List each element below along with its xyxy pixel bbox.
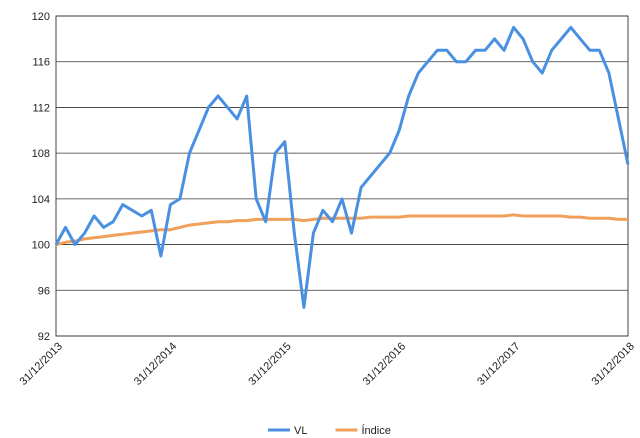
x-tick-label: 31/12/2015 xyxy=(246,340,293,387)
x-tick-label: 31/12/2016 xyxy=(361,340,408,387)
y-tick-label: 112 xyxy=(32,102,50,114)
x-tick-label: 31/12/2018 xyxy=(590,340,637,387)
y-tick-label: 96 xyxy=(38,285,50,297)
plot-area xyxy=(55,15,629,337)
x-tick-label: 31/12/2013 xyxy=(18,340,65,387)
x-tick-label: 31/12/2017 xyxy=(475,340,522,387)
y-tick-label: 120 xyxy=(32,11,50,23)
y-tick-label: 104 xyxy=(32,194,50,206)
y-tick-label: 116 xyxy=(32,57,50,69)
y-tick-label: 100 xyxy=(32,240,50,252)
y-tick-label: 92 xyxy=(38,331,50,343)
legend-label: Índice xyxy=(361,424,390,437)
series-line xyxy=(54,25,630,309)
series-line xyxy=(55,213,628,247)
y-tick-label: 108 xyxy=(32,148,50,160)
x-tick-label: 31/12/2014 xyxy=(132,340,179,387)
legend-label: VL xyxy=(294,425,307,437)
